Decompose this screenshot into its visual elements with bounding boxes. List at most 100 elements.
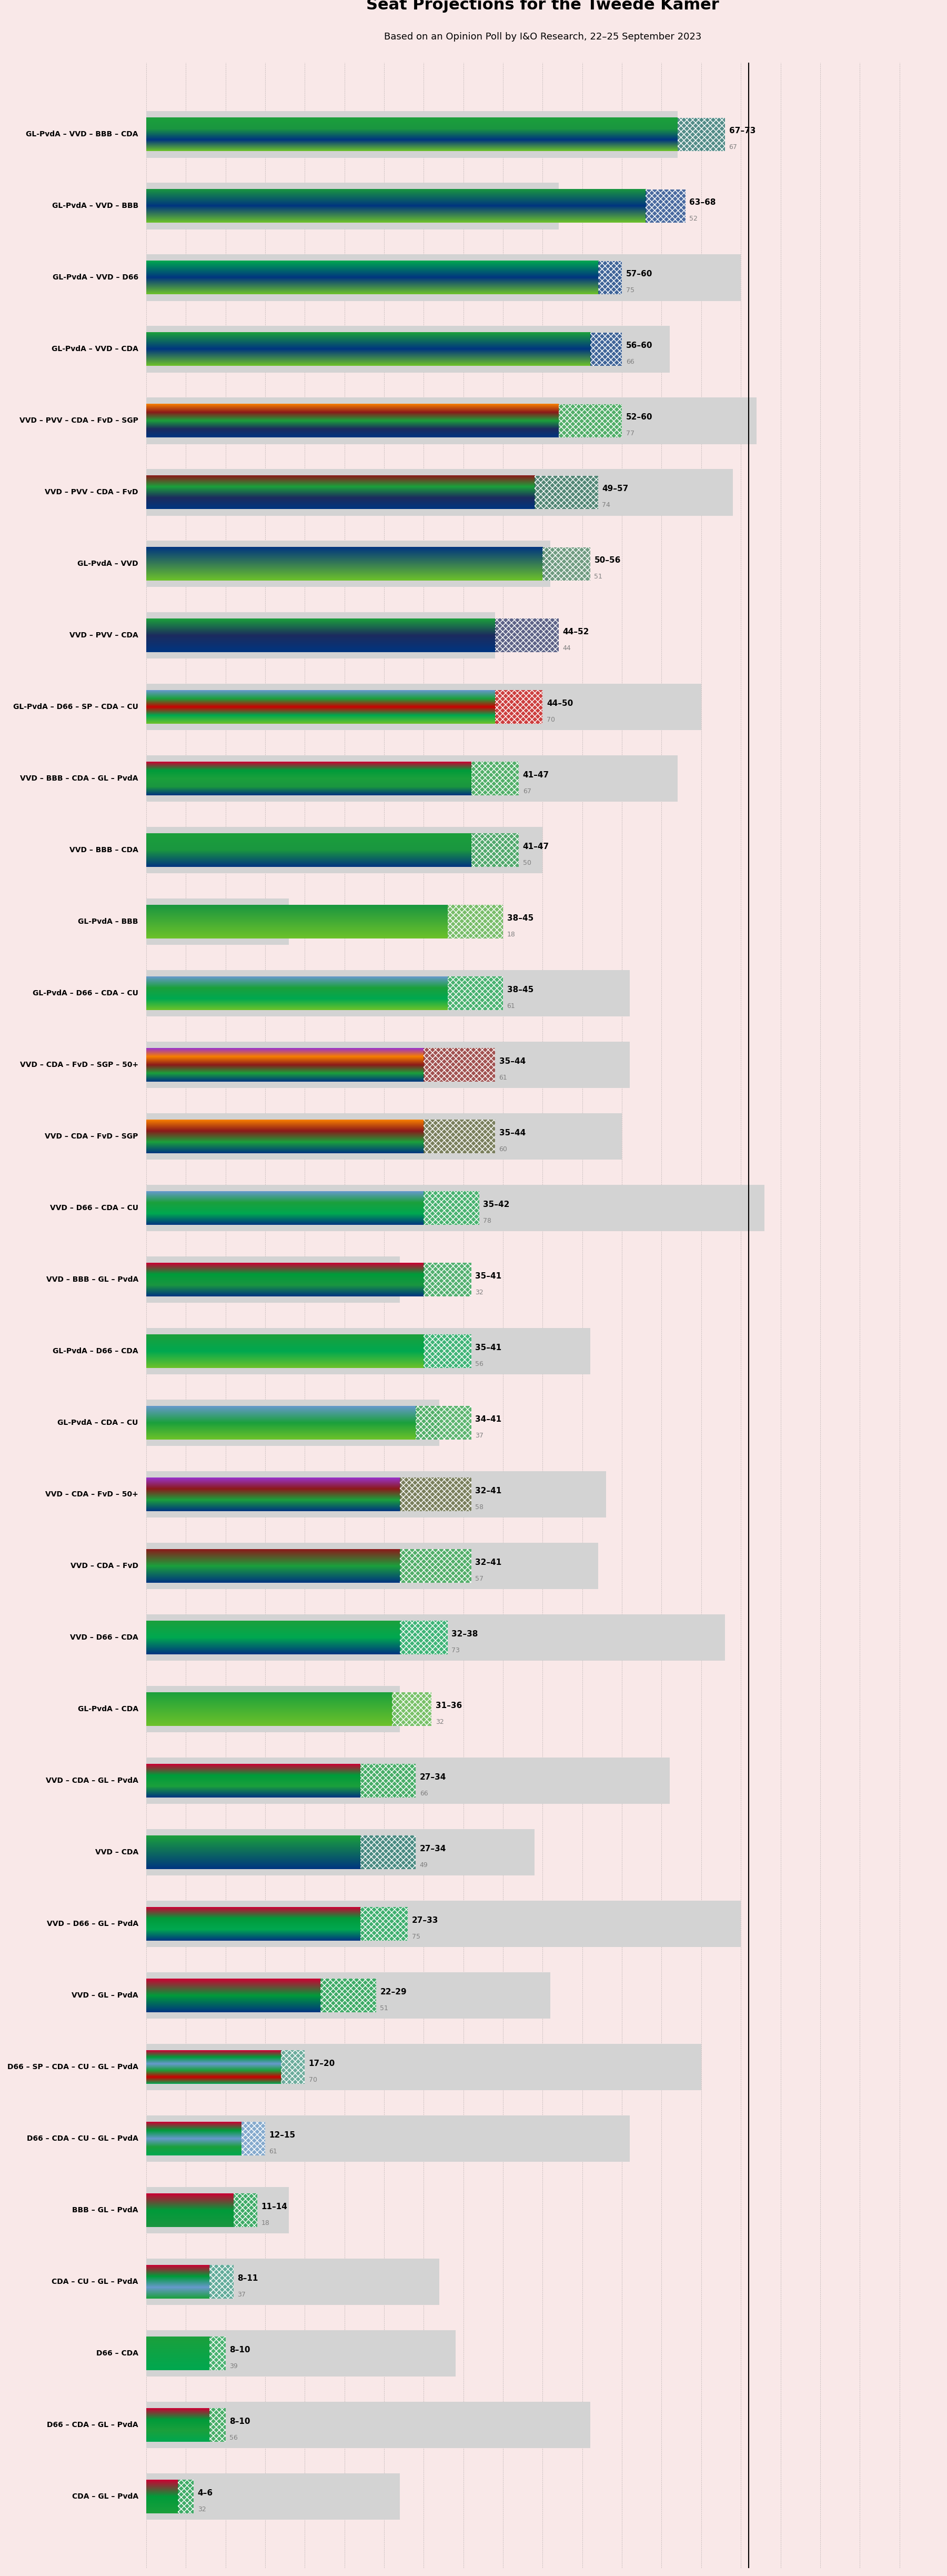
Text: 32: 32 <box>475 1288 484 1296</box>
Text: VVD – BBB – CDA: VVD – BBB – CDA <box>69 848 138 853</box>
Text: 32–38: 32–38 <box>452 1631 478 1638</box>
FancyBboxPatch shape <box>472 835 519 868</box>
Text: GL-PvdA – VVD: GL-PvdA – VVD <box>78 559 138 567</box>
Text: 8–10: 8–10 <box>229 2416 250 2427</box>
FancyBboxPatch shape <box>146 111 677 157</box>
Text: GL-PvdA – CDA – CU: GL-PvdA – CDA – CU <box>58 1419 138 1427</box>
Text: 44–52: 44–52 <box>563 629 589 636</box>
FancyBboxPatch shape <box>146 1543 599 1589</box>
Text: D66 – CDA: D66 – CDA <box>97 2349 138 2357</box>
Text: VVD – CDA: VVD – CDA <box>95 1850 138 1855</box>
Text: 41–47: 41–47 <box>523 770 549 778</box>
Text: 63–68: 63–68 <box>689 198 716 206</box>
Text: GL-PvdA – D66 – CDA – CU: GL-PvdA – D66 – CDA – CU <box>32 989 138 997</box>
FancyBboxPatch shape <box>400 1620 448 1654</box>
Text: 52: 52 <box>689 216 698 222</box>
FancyBboxPatch shape <box>146 1471 606 1517</box>
FancyBboxPatch shape <box>543 546 590 580</box>
FancyBboxPatch shape <box>209 2264 233 2298</box>
FancyBboxPatch shape <box>146 2401 590 2447</box>
FancyBboxPatch shape <box>146 255 741 301</box>
Text: 8–10: 8–10 <box>229 2347 250 2354</box>
Text: VVD – CDA – FvD – SGP – 50+: VVD – CDA – FvD – SGP – 50+ <box>20 1061 138 1069</box>
FancyBboxPatch shape <box>241 2123 265 2156</box>
Text: 49–57: 49–57 <box>602 484 629 492</box>
FancyBboxPatch shape <box>146 899 289 945</box>
Text: 32–41: 32–41 <box>475 1486 502 1494</box>
FancyBboxPatch shape <box>146 397 757 443</box>
FancyBboxPatch shape <box>646 188 686 222</box>
FancyBboxPatch shape <box>146 1329 590 1376</box>
Text: 37: 37 <box>475 1432 484 1440</box>
Text: 67: 67 <box>729 144 738 152</box>
Text: VVD – CDA – FvD – SGP: VVD – CDA – FvD – SGP <box>45 1133 138 1141</box>
Text: Seat Projections for the Tweede Kamer: Seat Projections for the Tweede Kamer <box>366 0 719 13</box>
Text: 17–20: 17–20 <box>309 2061 335 2069</box>
Text: VVD – BBB – CDA – GL – PvdA: VVD – BBB – CDA – GL – PvdA <box>20 775 138 783</box>
Text: 35–42: 35–42 <box>483 1200 509 1208</box>
Text: VVD – CDA – FvD – 50+: VVD – CDA – FvD – 50+ <box>45 1492 138 1499</box>
Text: 35–41: 35–41 <box>475 1273 502 1280</box>
FancyBboxPatch shape <box>423 1190 479 1224</box>
FancyBboxPatch shape <box>599 260 622 294</box>
FancyBboxPatch shape <box>146 1257 400 1303</box>
Text: 67: 67 <box>523 788 531 796</box>
Text: 12–15: 12–15 <box>269 2130 295 2138</box>
Text: 35–41: 35–41 <box>475 1345 502 1352</box>
Text: 38–45: 38–45 <box>507 914 533 922</box>
FancyBboxPatch shape <box>146 827 543 873</box>
Text: 11–14: 11–14 <box>261 2202 287 2210</box>
Text: 32–41: 32–41 <box>475 1558 502 1566</box>
FancyBboxPatch shape <box>178 2481 194 2514</box>
Text: 32: 32 <box>436 1718 444 1726</box>
Text: 18: 18 <box>261 2221 270 2226</box>
FancyBboxPatch shape <box>146 971 630 1018</box>
FancyBboxPatch shape <box>472 762 519 796</box>
FancyBboxPatch shape <box>233 2195 258 2226</box>
Text: 73: 73 <box>452 1646 460 1654</box>
FancyBboxPatch shape <box>146 1685 400 1734</box>
FancyBboxPatch shape <box>392 1692 432 1726</box>
FancyBboxPatch shape <box>495 618 559 652</box>
Text: VVD – CDA – GL – PvdA: VVD – CDA – GL – PvdA <box>45 1777 138 1785</box>
Text: 35–44: 35–44 <box>499 1056 526 1066</box>
FancyBboxPatch shape <box>321 1978 376 2012</box>
Text: 44–50: 44–50 <box>546 701 573 708</box>
Text: 75: 75 <box>626 286 634 294</box>
Text: 50–56: 50–56 <box>594 556 620 564</box>
FancyBboxPatch shape <box>146 1901 741 1947</box>
Text: 57: 57 <box>475 1577 484 1582</box>
Text: 52–60: 52–60 <box>626 412 652 420</box>
Text: 74: 74 <box>602 502 611 507</box>
Text: VVD – BBB – GL – PvdA: VVD – BBB – GL – PvdA <box>46 1275 138 1283</box>
Text: GL-PvdA – D66 – CDA: GL-PvdA – D66 – CDA <box>53 1347 138 1355</box>
Text: 39: 39 <box>229 2362 238 2370</box>
FancyBboxPatch shape <box>146 183 559 229</box>
Text: 56: 56 <box>229 2434 238 2442</box>
FancyBboxPatch shape <box>400 1479 472 1512</box>
FancyBboxPatch shape <box>146 1185 764 1231</box>
Text: BBB – GL – PvdA: BBB – GL – PvdA <box>72 2208 138 2213</box>
FancyBboxPatch shape <box>146 469 733 515</box>
FancyBboxPatch shape <box>146 1829 535 1875</box>
Text: GL-PvdA – D66 – SP – CDA – CU: GL-PvdA – D66 – SP – CDA – CU <box>13 703 138 711</box>
Text: D66 – CDA – GL – PvdA: D66 – CDA – GL – PvdA <box>47 2421 138 2429</box>
FancyBboxPatch shape <box>495 690 543 724</box>
Text: 34–41: 34–41 <box>475 1414 502 1422</box>
FancyBboxPatch shape <box>146 2331 456 2378</box>
FancyBboxPatch shape <box>146 327 670 374</box>
Text: 77: 77 <box>626 430 634 438</box>
Text: 32: 32 <box>198 2506 206 2512</box>
FancyBboxPatch shape <box>146 613 495 659</box>
Text: VVD – PVV – CDA – FvD – SGP: VVD – PVV – CDA – FvD – SGP <box>19 417 138 425</box>
Text: 61: 61 <box>499 1074 508 1082</box>
Text: 27–34: 27–34 <box>420 1772 446 1780</box>
Text: 49: 49 <box>420 1862 428 1868</box>
Text: 4–6: 4–6 <box>198 2488 213 2496</box>
Text: 27–34: 27–34 <box>420 1844 446 1852</box>
Text: 66: 66 <box>626 358 634 366</box>
Text: 67–73: 67–73 <box>729 126 756 134</box>
Text: 70: 70 <box>309 2076 317 2084</box>
FancyBboxPatch shape <box>559 404 622 438</box>
Text: VVD – D66 – GL – PvdA: VVD – D66 – GL – PvdA <box>46 1919 138 1927</box>
